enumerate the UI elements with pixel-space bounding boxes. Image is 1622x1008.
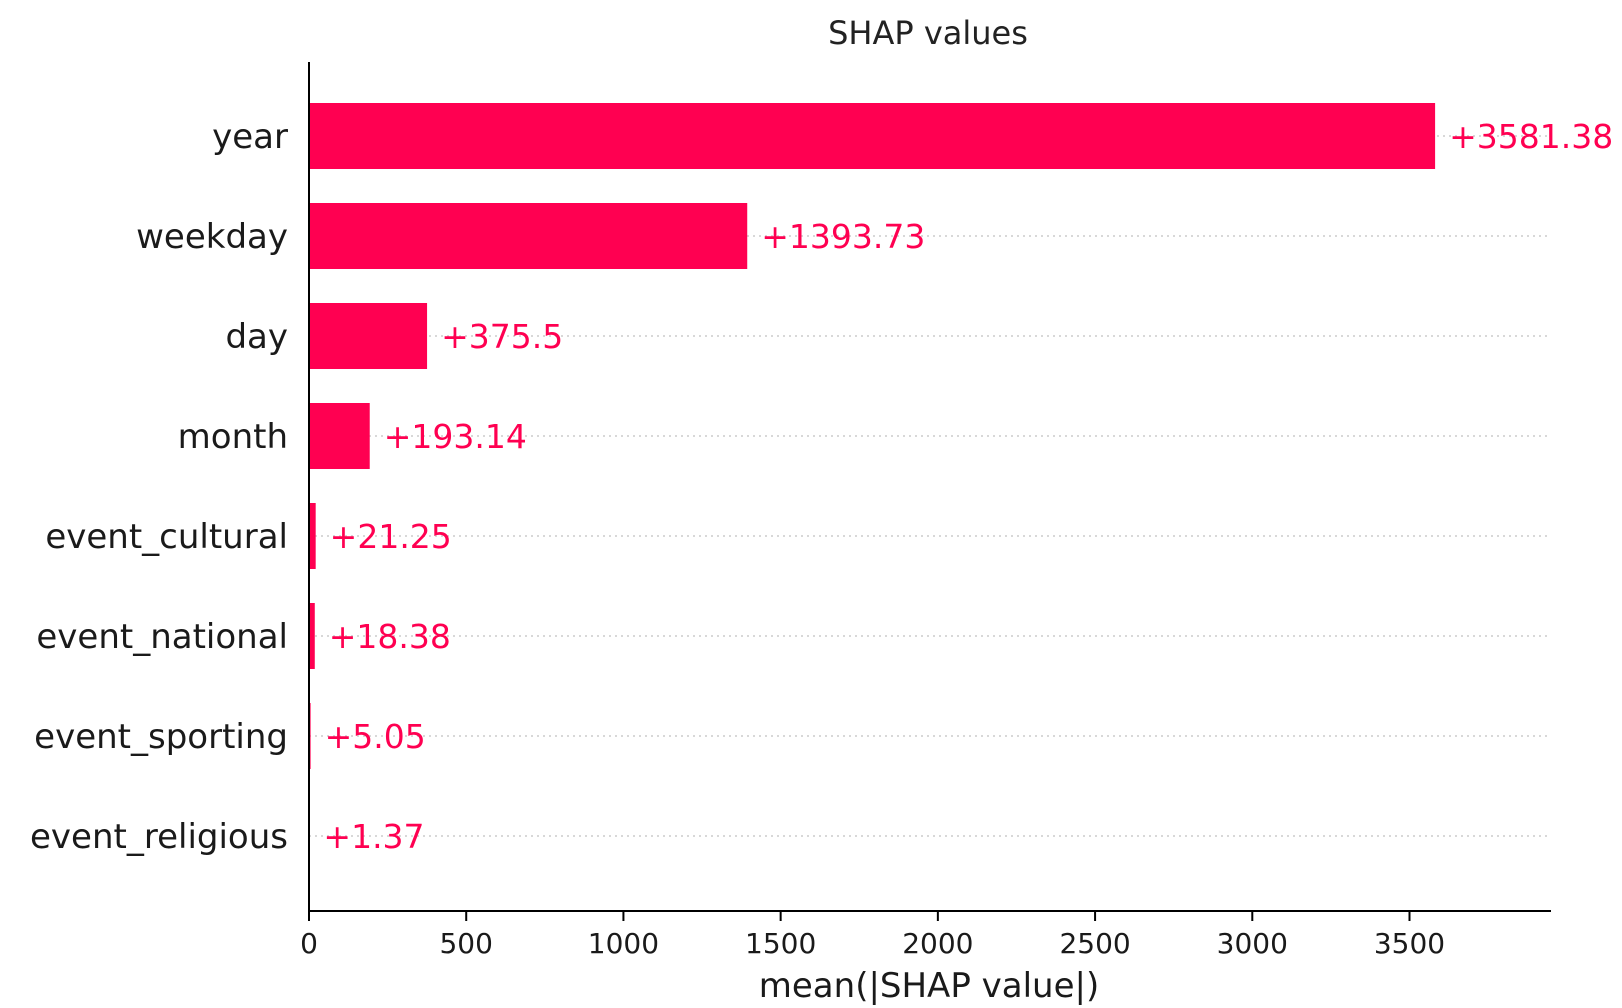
x-ticks-group: 0 500 1000 1500 2000 2500 3000 3500 bbox=[300, 911, 1445, 960]
bar-event_national bbox=[309, 603, 315, 669]
category-label-event_cultural: event_cultural bbox=[45, 517, 288, 557]
bar-weekday bbox=[309, 203, 748, 269]
value-labels-group: +3581.38 +1393.73 +375.5 +193.14 +21.25 +18.3… bbox=[323, 117, 1613, 856]
bar-year bbox=[309, 103, 1436, 169]
bar-event_cultural bbox=[309, 503, 316, 569]
value-label-weekday: +1393.73 bbox=[761, 217, 925, 256]
row-gridlines bbox=[309, 135, 1548, 837]
category-label-year: year bbox=[212, 117, 288, 157]
value-label-day: +375.5 bbox=[441, 317, 563, 356]
value-label-event_cultural: +21.25 bbox=[330, 517, 452, 556]
x-tick-label-0: 0 bbox=[300, 927, 318, 960]
x-tick-label-500: 500 bbox=[439, 927, 492, 960]
value-label-event_sporting: +5.05 bbox=[325, 717, 426, 756]
category-label-event_religious: event_religious bbox=[30, 817, 288, 857]
x-tick-label-3500: 3500 bbox=[1374, 927, 1445, 960]
category-label-month: month bbox=[178, 417, 288, 457]
x-tick-label-3000: 3000 bbox=[1217, 927, 1288, 960]
x-tick-label-2000: 2000 bbox=[902, 927, 973, 960]
category-labels-group: year weekday day month event_cultural event_n… bbox=[30, 117, 288, 857]
bars-group bbox=[309, 103, 1436, 869]
bar-month bbox=[309, 403, 370, 469]
value-label-event_religious: +1.37 bbox=[323, 817, 424, 856]
bar-day bbox=[309, 303, 428, 369]
category-label-event_sporting: event_sporting bbox=[34, 717, 288, 757]
x-tick-label-1000: 1000 bbox=[588, 927, 659, 960]
category-label-weekday: weekday bbox=[136, 217, 288, 257]
value-label-event_national: +18.38 bbox=[329, 617, 451, 656]
value-label-month: +193.14 bbox=[384, 417, 527, 456]
value-label-year: +3581.38 bbox=[1449, 117, 1613, 156]
x-tick-label-1500: 1500 bbox=[745, 927, 816, 960]
chart-title: SHAP values bbox=[828, 14, 1028, 52]
category-label-day: day bbox=[225, 317, 288, 357]
x-axis-label: mean(|SHAP value|) bbox=[759, 966, 1099, 1006]
x-tick-label-2500: 2500 bbox=[1059, 927, 1130, 960]
category-label-event_national: event_national bbox=[36, 617, 288, 657]
